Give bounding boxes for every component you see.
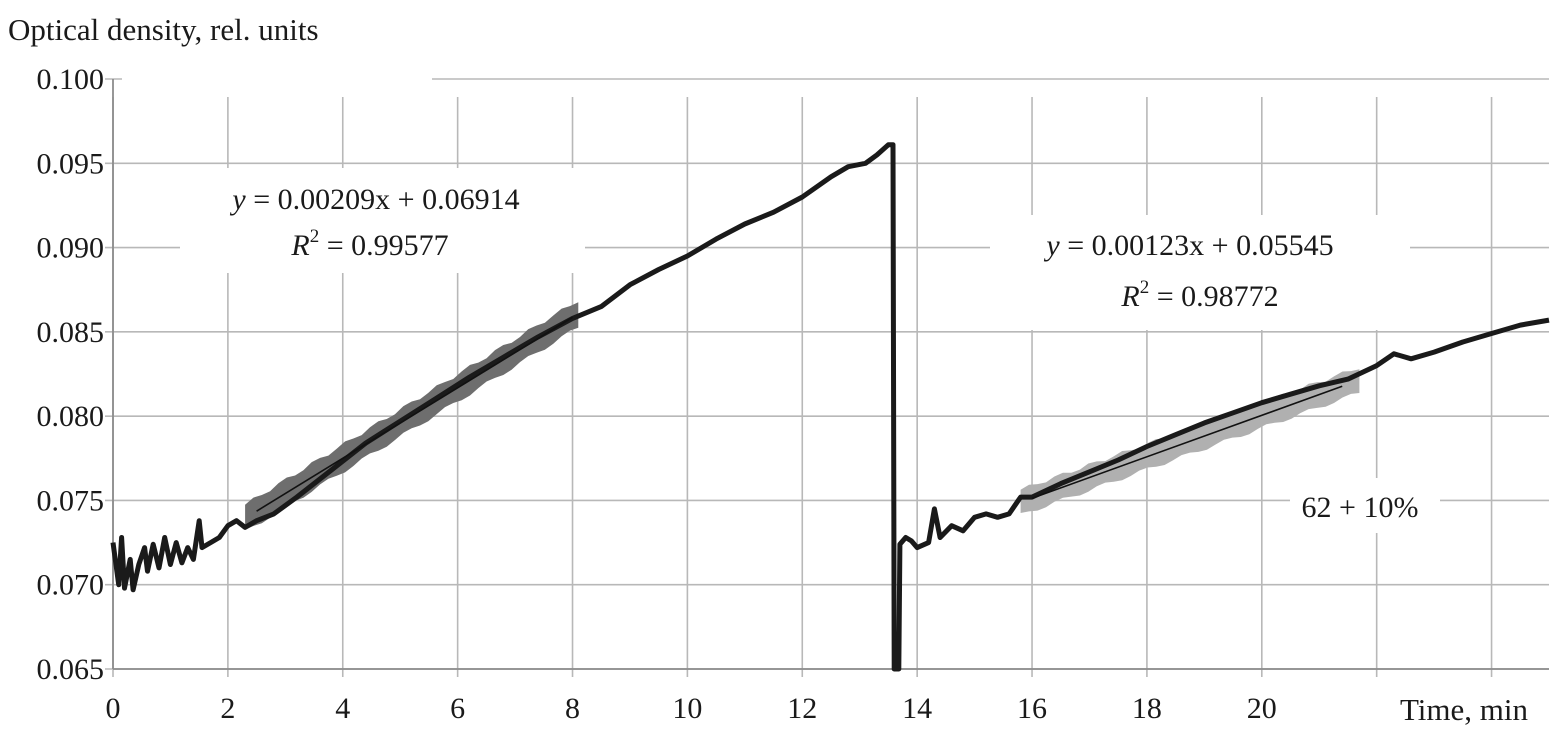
title-background xyxy=(122,60,432,92)
x-tick-label: 14 xyxy=(902,692,932,725)
fit-eq-2-lhs: y xyxy=(1043,229,1060,262)
fit-line-2 xyxy=(1031,385,1343,499)
fit-r2-1: R2 = 0.99577 xyxy=(290,226,448,262)
annotation-background xyxy=(1290,478,1440,533)
x-tick-label: 8 xyxy=(565,692,580,725)
series-line-1 xyxy=(110,142,1550,672)
x-tick-label: 4 xyxy=(335,692,350,725)
x-tick-label: 16 xyxy=(1017,692,1047,725)
fit-eq-1-lhs: y xyxy=(229,183,246,216)
fit-lines xyxy=(256,316,1343,512)
fit-equation-1: y = 0.00209x + 0.06914 xyxy=(229,183,519,216)
y-tick-label: 0.095 xyxy=(37,147,105,180)
x-tick-label: 18 xyxy=(1132,692,1162,725)
fit-equation-2: y = 0.00123x + 0.05545 xyxy=(1043,229,1333,262)
fit-r2-1-value: = 0.99577 xyxy=(319,229,448,262)
fit-eq-2-rest: = 0.00123x + 0.05545 xyxy=(1060,229,1334,262)
x-tick-label: 12 xyxy=(787,692,817,725)
y-tick-label: 0.070 xyxy=(37,569,105,602)
y-tick-label: 0.065 xyxy=(37,653,105,686)
x-tick-label: 6 xyxy=(450,692,465,725)
fit-eq-1-rest: = 0.00209x + 0.06914 xyxy=(246,183,520,216)
fit-r2-1-exp: 2 xyxy=(310,226,320,247)
annotation-background xyxy=(180,168,585,273)
series-layer xyxy=(110,142,1550,672)
tick-labels: 0.065 0.070 0.075 0.080 0.085 0.090 0.095 0.100… xyxy=(37,63,1277,725)
y-tick-label: 0.085 xyxy=(37,316,105,349)
fit-annotation-2: y = 0.00123x + 0.05545 R2 = 0.98772 xyxy=(1043,229,1333,313)
y-tick-label: 0.080 xyxy=(37,400,105,433)
fit-line-1 xyxy=(256,316,573,512)
y-tick-label: 0.090 xyxy=(37,232,105,265)
x-tick-label: 20 xyxy=(1247,692,1277,725)
fit-annotation-1: y = 0.00209x + 0.06914 R2 = 0.99577 xyxy=(229,183,519,262)
y-tick-label: 0.100 xyxy=(37,63,105,96)
x-tick-label: 10 xyxy=(672,692,702,725)
x-tick-label: 0 xyxy=(106,692,121,725)
x-tick-label: 2 xyxy=(220,692,235,725)
fit-r2-2-exp: 2 xyxy=(1140,277,1150,298)
fit-r2-2-symbol: R xyxy=(1120,280,1139,313)
annotation-background xyxy=(990,215,1410,330)
fit-r2-1-symbol: R xyxy=(290,229,309,262)
y-axis-title: Optical density, rel. units xyxy=(8,12,319,47)
x-axis-title: Time, min xyxy=(1400,692,1529,727)
fit-r2-2-value: = 0.98772 xyxy=(1149,280,1278,313)
annotation-62-plus-10: 62 + 10% xyxy=(1302,491,1419,524)
fit-r2-2: R2 = 0.98772 xyxy=(1120,277,1278,313)
annotation-backgrounds xyxy=(122,60,1440,533)
y-tick-label: 0.075 xyxy=(37,484,105,517)
